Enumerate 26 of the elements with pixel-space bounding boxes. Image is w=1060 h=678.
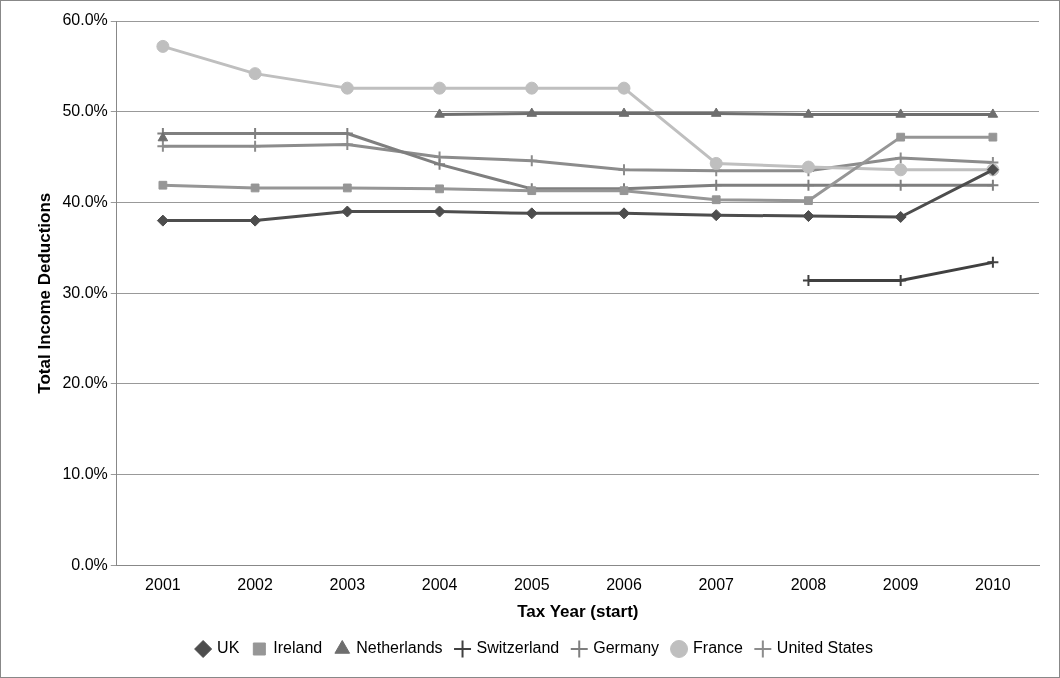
x-tick-label: 2007: [698, 576, 735, 594]
y-tick-label: 0.0%: [71, 555, 108, 573]
legend-label: UK: [217, 639, 240, 657]
x-axis-title: Tax Year (start): [517, 602, 639, 622]
y-tick-label: 10.0%: [62, 465, 108, 483]
y-tick-label: 40.0%: [62, 192, 108, 210]
legend-label: Germany: [593, 639, 660, 657]
x-tick-label: 2008: [790, 576, 827, 594]
y-tick-label: 30.0%: [62, 283, 108, 301]
legend-label: France: [693, 639, 743, 657]
x-tick-label: 2003: [329, 576, 366, 594]
x-tick-label: 2009: [882, 576, 919, 594]
x-tick-label: 2001: [145, 576, 181, 594]
x-tick-label: 2010: [975, 576, 1011, 594]
y-tick-label: 50.0%: [62, 102, 108, 120]
x-tick-label: 2006: [606, 576, 642, 594]
y-tick-label: 60.0%: [62, 11, 108, 29]
legend-label: Switzerland: [476, 639, 560, 657]
legend-label: Ireland: [273, 639, 323, 657]
legend-label: Netherlands: [356, 639, 443, 657]
x-tick-label: 2004: [421, 576, 458, 594]
legend-label: United States: [776, 639, 873, 657]
x-tick-label: 2002: [237, 576, 273, 594]
y-axis-title: Total Income Deductions: [34, 192, 54, 394]
x-tick-label: 2005: [513, 576, 550, 594]
y-tick-label: 20.0%: [62, 374, 108, 392]
